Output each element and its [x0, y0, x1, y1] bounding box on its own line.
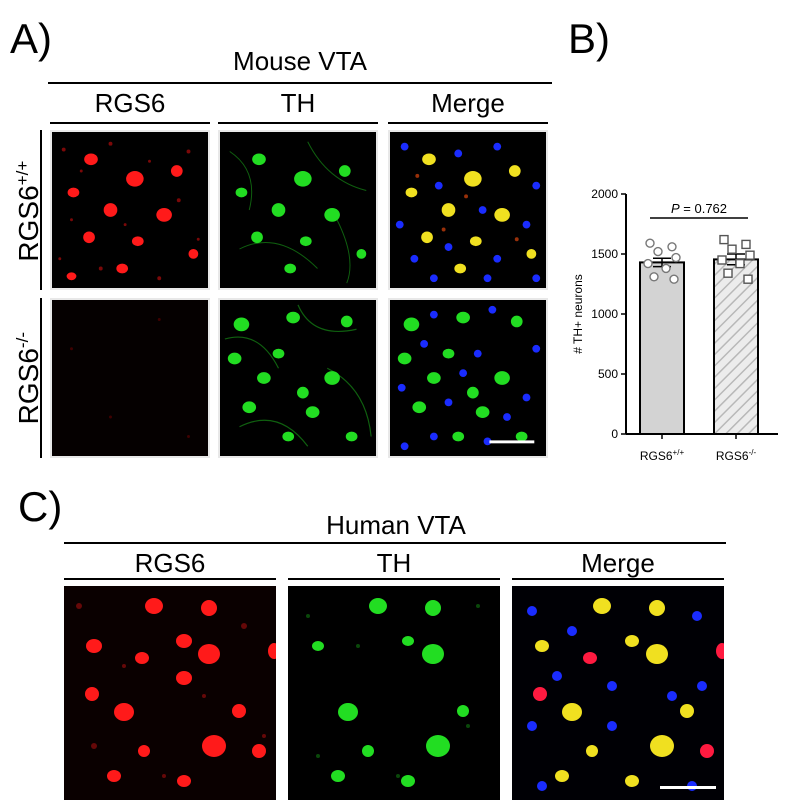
data-point [719, 234, 729, 245]
data-point [645, 238, 655, 248]
scale-bar [489, 440, 535, 444]
data-point [671, 252, 681, 263]
panel-a-col-rule-1 [50, 122, 210, 124]
data-point [669, 274, 679, 284]
data-point [741, 239, 751, 250]
micrograph-human-rgs6 [64, 586, 276, 800]
data-point [653, 246, 663, 257]
panel-c-col-rgs6: RGS6 [134, 548, 206, 578]
micrograph-mouse-ko-rgs6 [50, 298, 210, 458]
micrograph-mouse-wt-merge [388, 130, 548, 290]
x-tick-label: RGS6+/+ [640, 448, 685, 463]
panel-c-label: C) [18, 483, 63, 530]
data-point [667, 242, 677, 252]
data-point [717, 255, 727, 265]
panel-c-title: Human VTA [326, 510, 466, 540]
panel-a-col-merge: Merge [431, 88, 505, 118]
panel-c-col-merge: Merge [581, 548, 655, 578]
y-axis-label: # TH+ neurons [571, 274, 585, 354]
panel-a-row-label-ko: RGS6-/- [12, 332, 45, 425]
panel-b-label: B) [568, 15, 610, 62]
scale-bar [660, 786, 716, 789]
panel-a-row-rule-1 [40, 130, 42, 290]
panel-a-label: A) [10, 15, 52, 62]
micrograph-mouse-ko-th [218, 298, 378, 458]
x-tick-label: RGS6-/- [716, 448, 757, 463]
p-value-annotation: P = 0.762 [671, 201, 727, 216]
panel-a-col-rule-2 [218, 122, 378, 124]
y-tick-label: 1000 [591, 307, 618, 321]
data-point [743, 274, 753, 284]
panel-a-row-rule-2 [40, 298, 42, 458]
micrograph-mouse-wt-th [218, 130, 378, 290]
panel-c-title-rule [64, 542, 726, 544]
bar [713, 258, 759, 436]
panel-a-row-label-wt: RGS6+/+ [12, 160, 45, 262]
panel-c-col-th: TH [376, 548, 412, 578]
panel-c-col-rule-2 [288, 578, 500, 580]
micrograph-human-merge [512, 586, 724, 800]
bar-chart: 0 500 1000 1500 2000 # TH+ neurons RGS6+/+ RGS6… [571, 187, 778, 463]
panel-c-col-rule-1 [64, 578, 276, 580]
data-point [745, 250, 755, 260]
micrograph-human-th [288, 586, 500, 800]
data-point [735, 258, 745, 269]
y-tick-label: 1500 [591, 247, 618, 261]
micrograph-mouse-wt-rgs6 [50, 130, 210, 290]
panel-c-col-rule-3 [512, 578, 724, 580]
y-tick-label: 500 [598, 367, 618, 381]
data-point [723, 268, 733, 278]
data-point [727, 244, 737, 254]
panel-a-col-th: TH [280, 88, 316, 118]
data-point [649, 272, 659, 282]
y-tick-label: 2000 [591, 187, 618, 201]
panel-a-col-rgs6: RGS6 [94, 88, 166, 118]
panel-a-title: Mouse VTA [233, 46, 367, 76]
micrograph-mouse-ko-merge [388, 298, 548, 458]
panel-a-col-rule-3 [388, 122, 548, 124]
bar [639, 261, 685, 436]
panel-a-title-rule [48, 82, 552, 84]
data-point [643, 258, 653, 269]
y-tick-label: 0 [611, 427, 618, 441]
data-point [661, 263, 671, 274]
